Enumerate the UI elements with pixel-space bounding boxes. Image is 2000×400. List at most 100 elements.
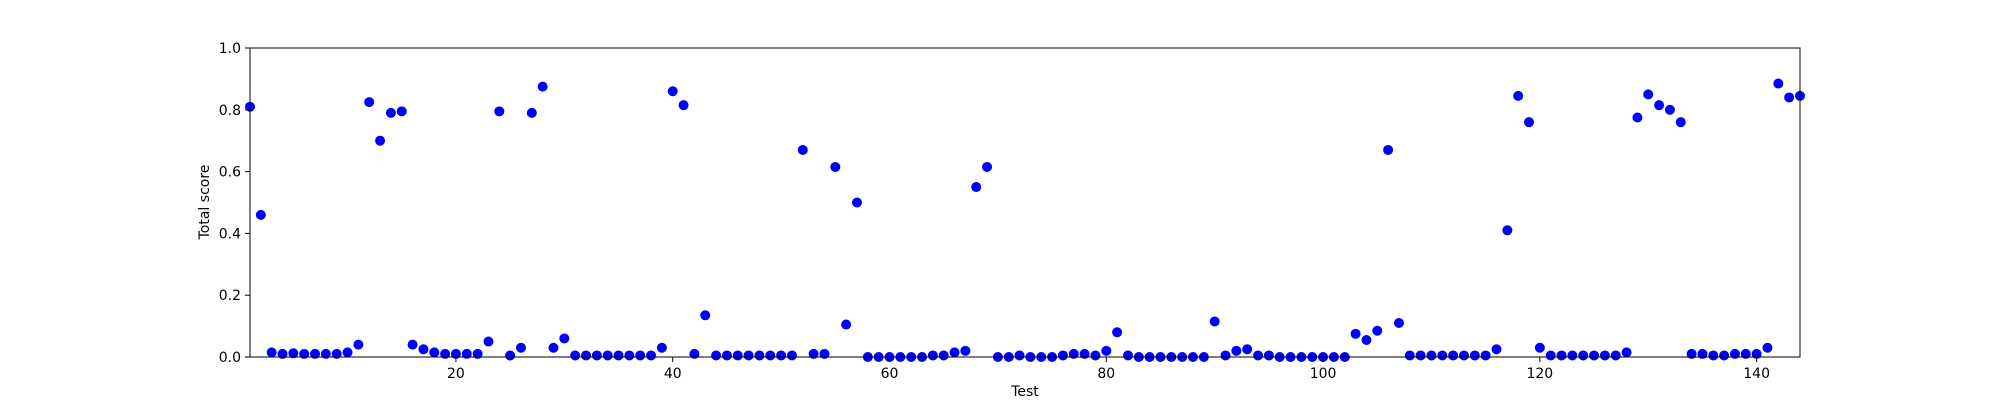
data-point [1350, 328, 1361, 339]
data-point [1697, 348, 1708, 359]
y-tick-label: 0.2 [219, 288, 241, 304]
data-point [396, 106, 407, 117]
data-point [255, 209, 266, 220]
data-point [483, 336, 494, 347]
data-point [1578, 350, 1589, 361]
data-point [971, 182, 982, 193]
data-point [429, 347, 440, 358]
data-point [1122, 350, 1133, 361]
data-point [646, 350, 657, 361]
data-point [472, 348, 483, 359]
data-point [1253, 350, 1264, 361]
data-point [1068, 348, 1079, 359]
data-point [1014, 350, 1025, 361]
data-point [1242, 344, 1253, 355]
data-point [1209, 316, 1220, 327]
x-tick-label: 40 [664, 366, 682, 382]
data-point [375, 135, 386, 146]
data-point [1502, 225, 1513, 236]
data-point [1491, 344, 1502, 355]
data-point [1469, 350, 1480, 361]
data-point [1101, 345, 1112, 356]
data-point [982, 161, 993, 172]
data-point [440, 348, 451, 359]
plot-frame [249, 47, 1801, 358]
data-point [797, 144, 808, 155]
data-point [711, 350, 722, 361]
data-point [1610, 350, 1621, 361]
data-point [808, 348, 819, 359]
data-point [570, 350, 581, 361]
data-point [559, 333, 570, 344]
data-point [1383, 144, 1394, 155]
x-tick-label: 140 [1743, 366, 1770, 382]
data-point [960, 345, 971, 356]
x-tick-label: 100 [1310, 366, 1337, 382]
data-point [667, 86, 678, 97]
data-point [851, 197, 862, 208]
data-point [418, 344, 429, 355]
data-point [1621, 347, 1632, 358]
data-point [743, 350, 754, 361]
data-point [1686, 348, 1697, 359]
data-point [1589, 350, 1600, 361]
data-point [548, 342, 559, 353]
data-point [1231, 345, 1242, 356]
data-point [656, 342, 667, 353]
x-tick-label: 20 [447, 366, 465, 382]
x-axis: 20 40 60 80 100 120 140 [447, 357, 1770, 382]
data-point [1404, 350, 1415, 361]
data-point [537, 81, 548, 92]
data-point [1372, 325, 1383, 336]
data-point [364, 97, 375, 108]
data-point [1090, 350, 1101, 361]
data-point [385, 107, 396, 118]
data-point [624, 350, 635, 361]
x-tick-label: 60 [881, 366, 899, 382]
data-point [776, 350, 787, 361]
data-point [266, 347, 277, 358]
data-point [461, 348, 472, 359]
data-point [1480, 350, 1491, 361]
data-point [1079, 348, 1090, 359]
data-point [1719, 350, 1730, 361]
data-point [277, 348, 288, 359]
data-point [1556, 350, 1567, 361]
data-point [494, 106, 505, 117]
data-point [353, 339, 364, 350]
data-point [1740, 348, 1751, 359]
y-tick-label: 1.0 [219, 41, 241, 57]
data-point [505, 350, 516, 361]
data-point [1426, 350, 1437, 361]
data-point [1057, 350, 1068, 361]
data-point [1437, 350, 1448, 361]
data-point [689, 348, 700, 359]
data-point [1458, 350, 1469, 361]
data-point [1524, 117, 1535, 128]
data-point [1773, 78, 1784, 89]
data-point [1729, 348, 1740, 359]
data-points [245, 78, 1805, 362]
data-point [288, 348, 299, 359]
data-point [1751, 348, 1762, 359]
data-point [949, 347, 960, 358]
data-point [1632, 112, 1643, 123]
data-point [526, 107, 537, 118]
data-point [450, 348, 461, 359]
data-point [1361, 335, 1372, 346]
data-point [310, 348, 321, 359]
data-point [1513, 90, 1524, 101]
data-point [635, 350, 646, 361]
data-point [765, 350, 776, 361]
data-point [331, 348, 342, 359]
data-point [754, 350, 765, 361]
x-tick-label: 80 [1097, 366, 1115, 382]
y-tick-label: 0.8 [219, 103, 241, 119]
data-point [581, 350, 592, 361]
data-point [613, 350, 624, 361]
y-tick-label: 0.4 [219, 226, 241, 242]
data-point [1415, 350, 1426, 361]
data-point [700, 310, 711, 321]
data-point [1675, 117, 1686, 128]
data-point [602, 350, 613, 361]
